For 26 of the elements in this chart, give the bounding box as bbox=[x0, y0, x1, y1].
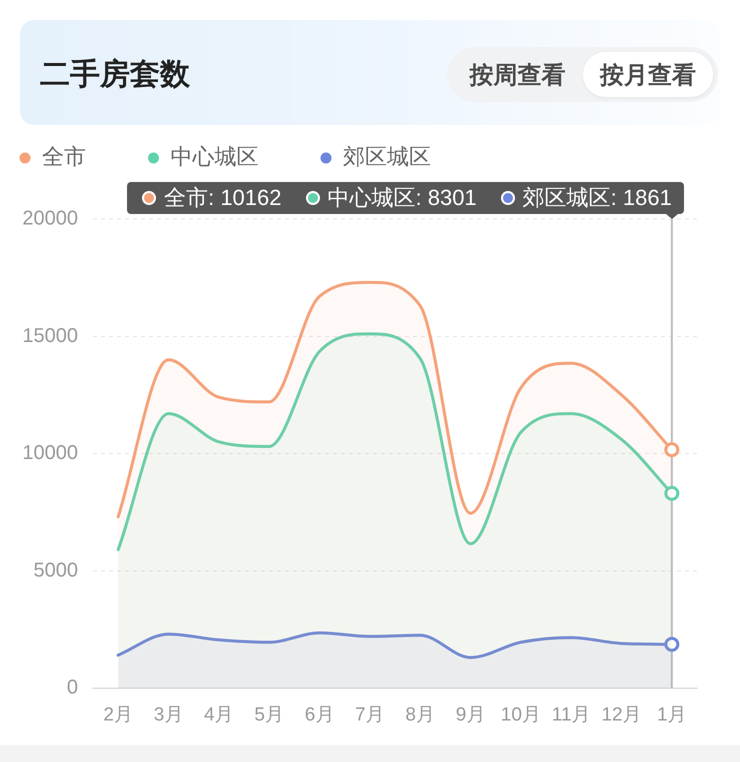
legend-label: 郊区城区 bbox=[343, 144, 431, 170]
x-tick-label: 9月 bbox=[456, 704, 486, 726]
text: 全市: 10162 bbox=[164, 185, 282, 211]
legend-label: 全市 bbox=[42, 144, 86, 170]
toggle-button[interactable]: 按月查看 bbox=[582, 52, 713, 97]
y-tick-label: 5000 bbox=[34, 559, 78, 582]
y-tick-label: 15000 bbox=[22, 324, 78, 347]
x-tick-label: 8月 bbox=[405, 704, 435, 726]
x-tick-label: 2月 bbox=[103, 704, 133, 726]
x-tick-label: 3月 bbox=[154, 704, 184, 726]
y-tick-label: 20000 bbox=[22, 208, 78, 230]
x-tick-label: 5月 bbox=[254, 704, 284, 726]
text: 中心城区: 8301 bbox=[328, 185, 477, 211]
x-tick-label: 10月 bbox=[500, 704, 541, 726]
y-tick-label: 0 bbox=[66, 676, 78, 699]
x-tick-label: 4月 bbox=[204, 704, 234, 726]
x-tick-label: 12月 bbox=[601, 704, 642, 726]
chart-title: 二手房套数 bbox=[40, 57, 190, 93]
y-tick-label: 10000 bbox=[22, 442, 78, 464]
legend-label: 中心城区 bbox=[170, 144, 258, 170]
toggle-button[interactable]: 按周查看 bbox=[452, 52, 582, 97]
x-tick-label: 6月 bbox=[304, 704, 334, 726]
x-tick-label: 11月 bbox=[552, 704, 591, 726]
text: 郊区城区: 1861 bbox=[522, 185, 672, 211]
x-tick-label: 1月 bbox=[657, 704, 687, 726]
x-tick-label: 7月 bbox=[355, 704, 385, 726]
